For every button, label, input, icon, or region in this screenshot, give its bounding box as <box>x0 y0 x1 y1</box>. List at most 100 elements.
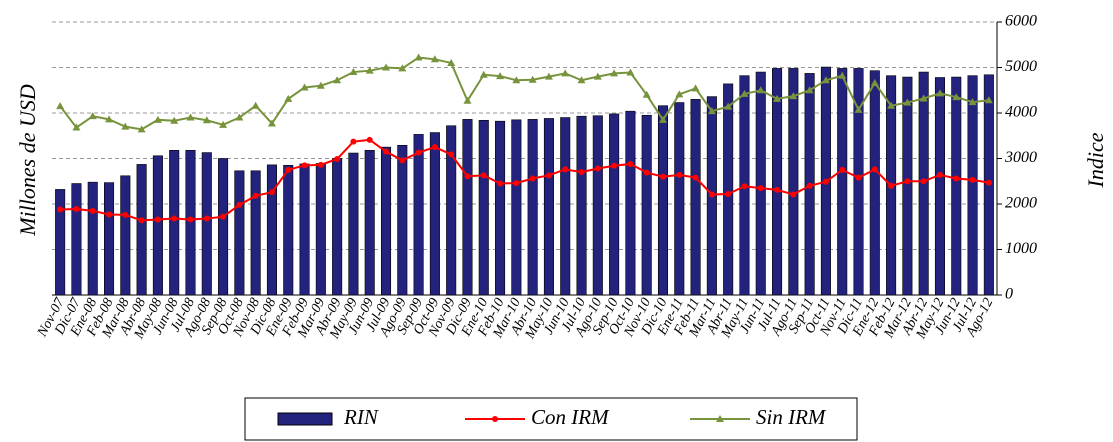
bar <box>609 113 620 296</box>
marker <box>888 182 895 189</box>
marker <box>383 148 390 155</box>
bar <box>87 181 98 296</box>
marker <box>73 206 80 213</box>
bar <box>266 164 277 296</box>
marker <box>593 72 602 80</box>
legend-swatch <box>277 412 333 426</box>
bar <box>348 152 359 296</box>
marker <box>448 151 455 158</box>
marker <box>952 93 961 101</box>
bar <box>755 71 766 296</box>
marker <box>236 201 243 208</box>
marker <box>57 206 64 213</box>
marker <box>430 55 439 63</box>
marker <box>724 102 733 110</box>
marker <box>89 207 96 214</box>
marker <box>349 68 358 76</box>
bar <box>446 125 457 296</box>
marker <box>219 120 228 128</box>
marker <box>251 101 260 109</box>
marker <box>774 186 781 193</box>
marker <box>919 94 928 102</box>
marker <box>773 94 782 102</box>
y2-tick-label: 5000 <box>1005 58 1037 75</box>
marker <box>855 174 862 181</box>
marker <box>920 178 927 185</box>
marker <box>171 215 178 222</box>
marker <box>513 180 520 187</box>
marker <box>676 171 683 178</box>
marker <box>414 53 423 61</box>
bar <box>152 155 163 296</box>
bar <box>429 132 440 296</box>
marker <box>757 185 764 192</box>
marker <box>659 173 666 180</box>
marker <box>643 169 650 176</box>
y-axis-title: Millones de USD <box>15 84 40 237</box>
marker <box>170 116 179 124</box>
marker <box>854 105 863 113</box>
bar <box>772 68 783 296</box>
bar <box>55 189 66 296</box>
marker <box>154 216 161 223</box>
bar <box>869 70 880 296</box>
legend-label: Con IRM <box>531 405 610 429</box>
bar <box>853 68 864 296</box>
y2-tick-label: 1000 <box>1005 240 1037 257</box>
bar <box>136 164 147 296</box>
bar <box>527 119 538 296</box>
marker <box>121 122 130 130</box>
marker <box>267 119 276 127</box>
bar <box>299 163 310 296</box>
marker <box>805 86 814 94</box>
marker <box>186 113 195 121</box>
bar <box>315 163 326 296</box>
marker <box>479 70 488 78</box>
bar <box>364 150 375 296</box>
marker <box>594 165 601 172</box>
bar <box>218 158 229 296</box>
y2-tick-label: 6000 <box>1005 13 1037 30</box>
bar <box>120 175 131 296</box>
bar <box>380 146 392 296</box>
marker <box>740 89 749 97</box>
marker <box>953 175 960 182</box>
marker <box>333 76 342 84</box>
marker <box>691 84 700 92</box>
marker <box>561 69 570 77</box>
marker <box>756 86 765 94</box>
marker <box>301 162 308 169</box>
bar <box>234 170 245 296</box>
marker <box>903 98 912 106</box>
marker <box>870 78 879 86</box>
marker <box>122 211 129 218</box>
marker <box>105 115 114 123</box>
bar <box>71 183 82 296</box>
marker <box>203 215 210 222</box>
bar <box>543 118 554 296</box>
bar <box>397 145 408 296</box>
bar <box>641 114 652 296</box>
bar <box>592 115 603 296</box>
marker <box>284 94 293 102</box>
marker <box>789 92 798 100</box>
bar <box>185 150 196 296</box>
marker <box>562 166 569 173</box>
bar <box>951 76 962 296</box>
bar <box>462 119 473 296</box>
marker <box>56 102 65 110</box>
legend-box <box>244 397 858 441</box>
marker <box>578 169 585 176</box>
marker <box>725 190 732 197</box>
bar <box>495 120 506 296</box>
marker <box>252 192 259 199</box>
marker <box>935 89 944 97</box>
bar <box>902 76 913 296</box>
marker <box>350 138 357 145</box>
bar <box>250 170 261 296</box>
marker <box>708 191 715 198</box>
marker <box>528 75 537 83</box>
y2-axis-title: Indice <box>1083 132 1108 188</box>
marker <box>285 166 292 173</box>
marker <box>268 189 275 196</box>
